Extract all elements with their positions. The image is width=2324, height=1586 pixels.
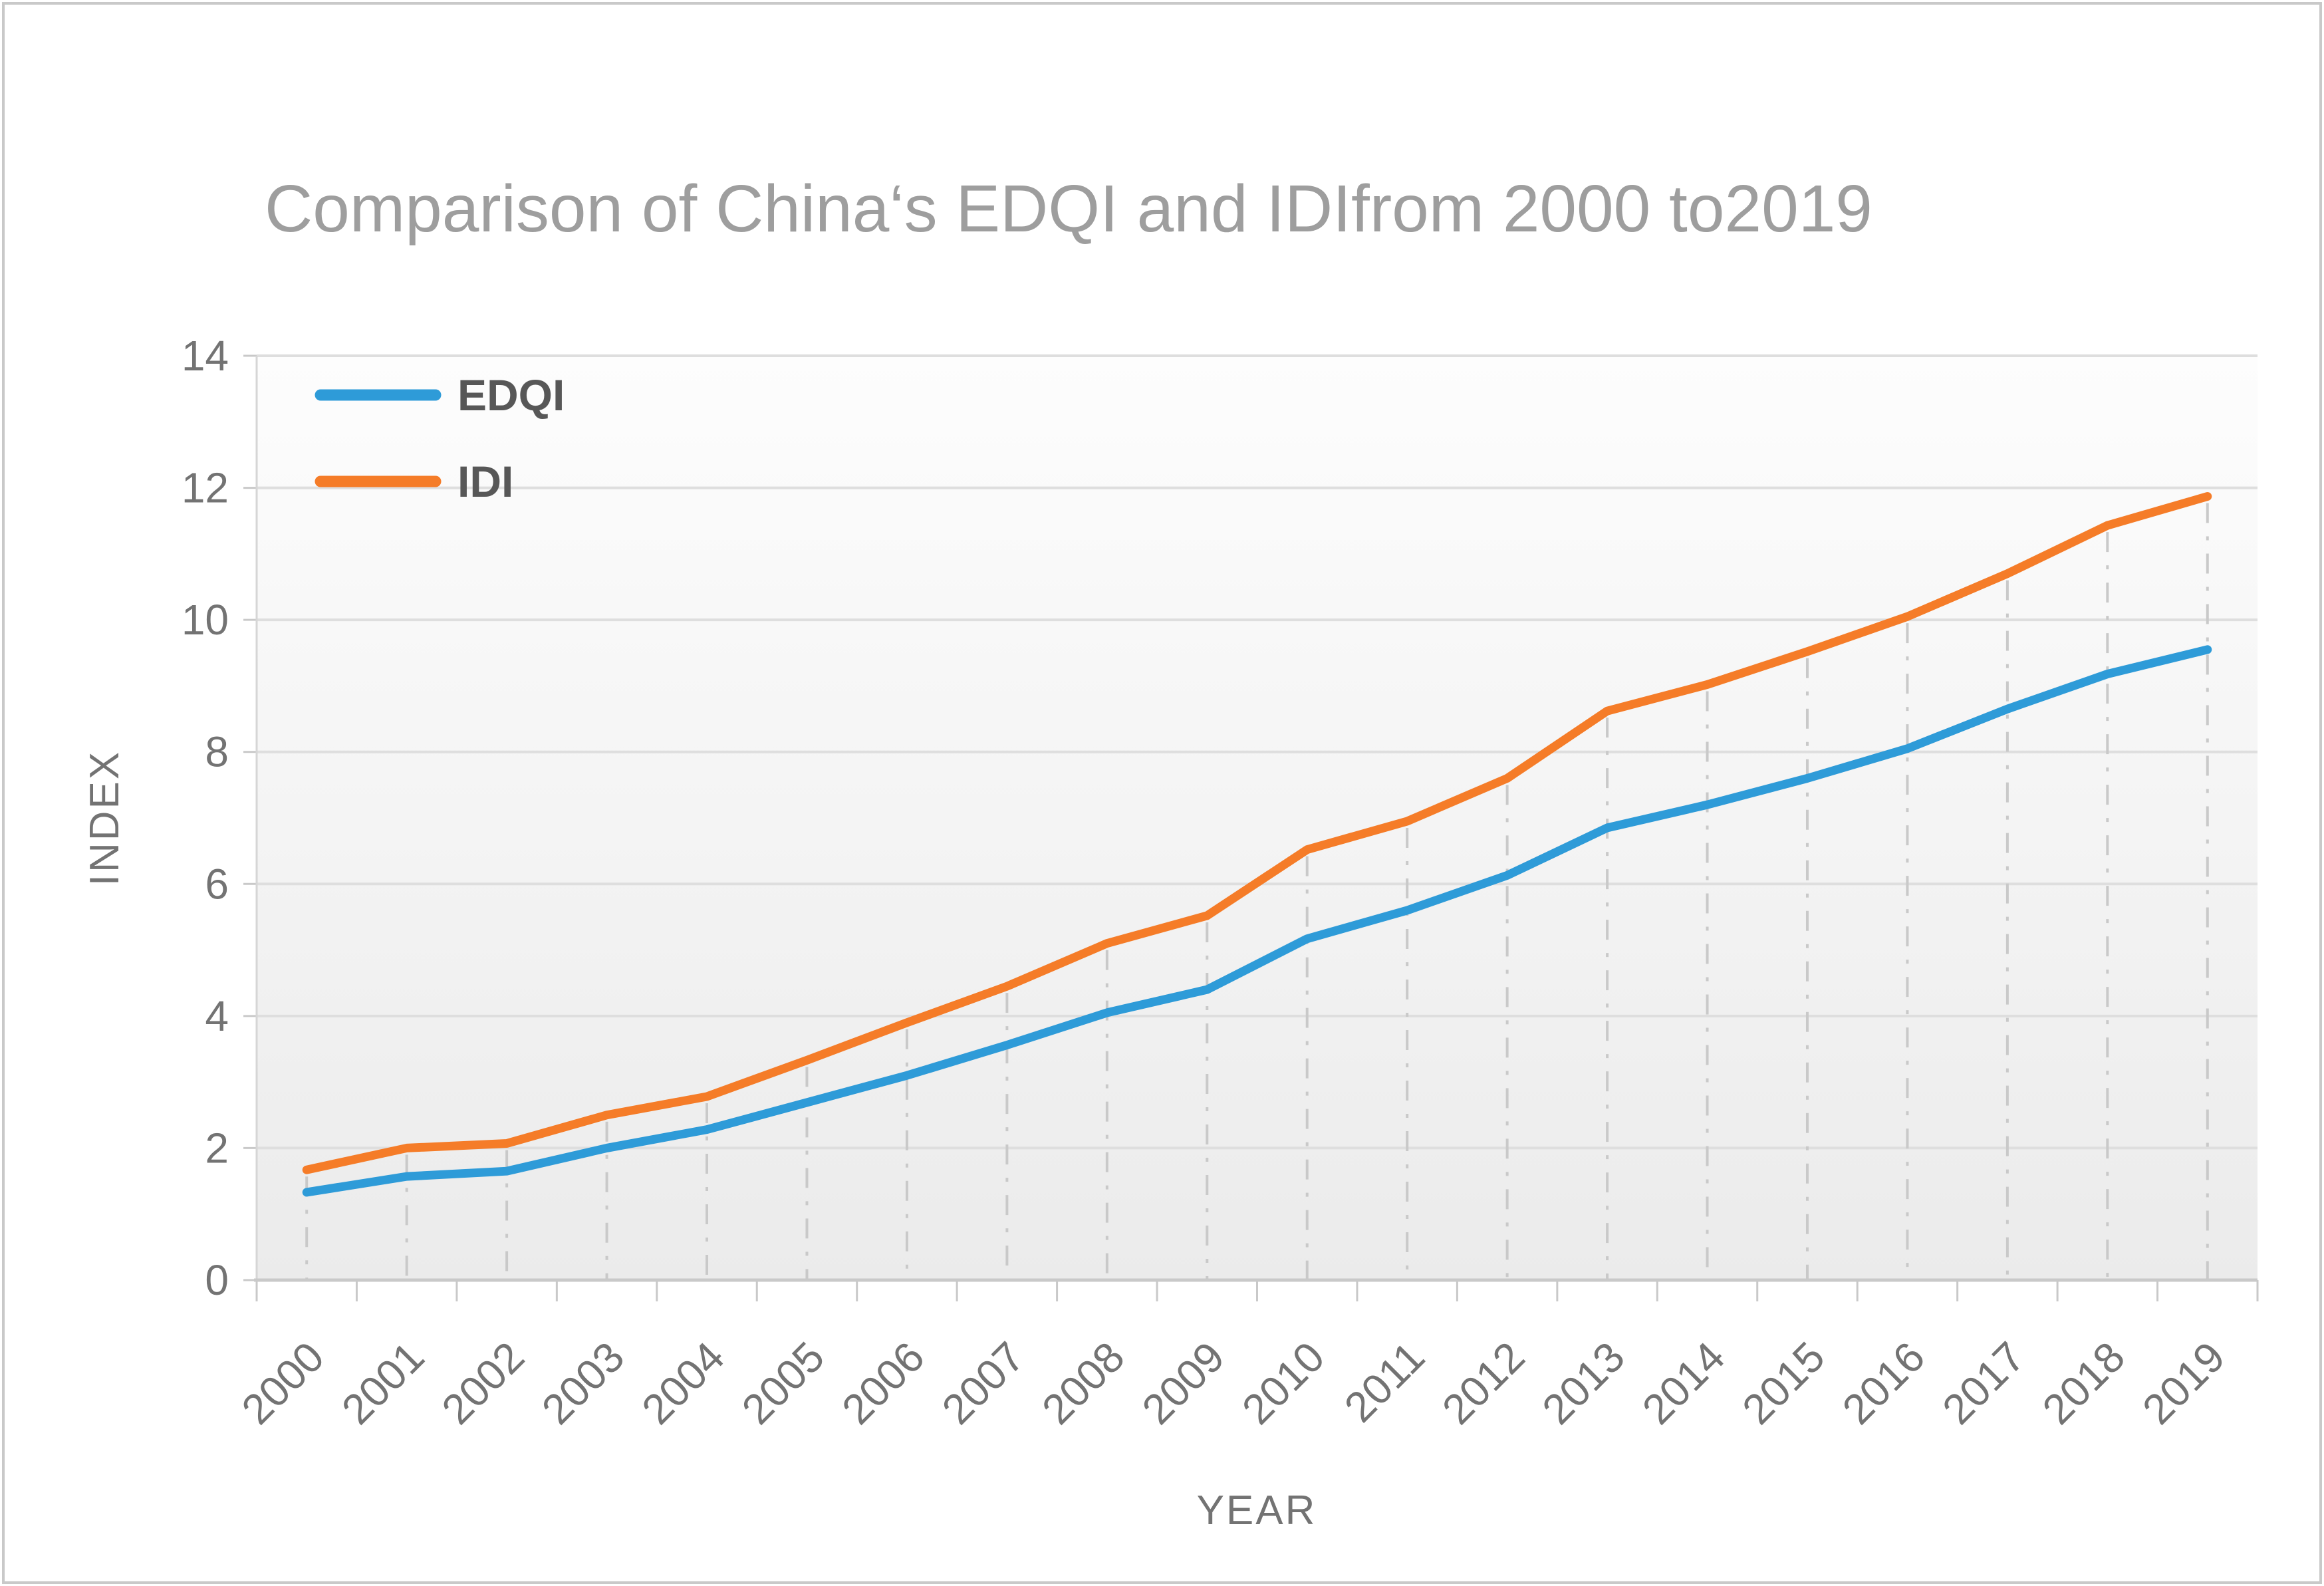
legend-label-edqi: EDQI xyxy=(457,370,565,420)
y-tick-label: 12 xyxy=(182,464,229,512)
y-tick-label: 0 xyxy=(205,1256,229,1304)
series-line-edqi xyxy=(302,645,2212,1197)
y-tick-label: 8 xyxy=(205,728,229,776)
y-tick-label: 10 xyxy=(182,596,229,644)
legend: EDQI IDI xyxy=(315,370,565,506)
chart-title: Comparison of China‘s EDQI and IDIfrom 2… xyxy=(265,172,1872,246)
legend-label-idi: IDI xyxy=(457,457,513,506)
x-axis-title: YEAR xyxy=(1197,1488,1317,1533)
y-tick-label: 4 xyxy=(205,992,229,1040)
series-line-idi xyxy=(302,491,2212,1174)
y-axis-title: INDEX xyxy=(82,750,128,886)
y-tick-label: 14 xyxy=(182,332,229,380)
plot-area: 0246810121420002001200220032004200520062… xyxy=(182,332,2259,1434)
y-tick-label: 2 xyxy=(205,1124,229,1172)
y-tick-label: 6 xyxy=(205,860,229,908)
plot-background xyxy=(257,356,2258,1280)
